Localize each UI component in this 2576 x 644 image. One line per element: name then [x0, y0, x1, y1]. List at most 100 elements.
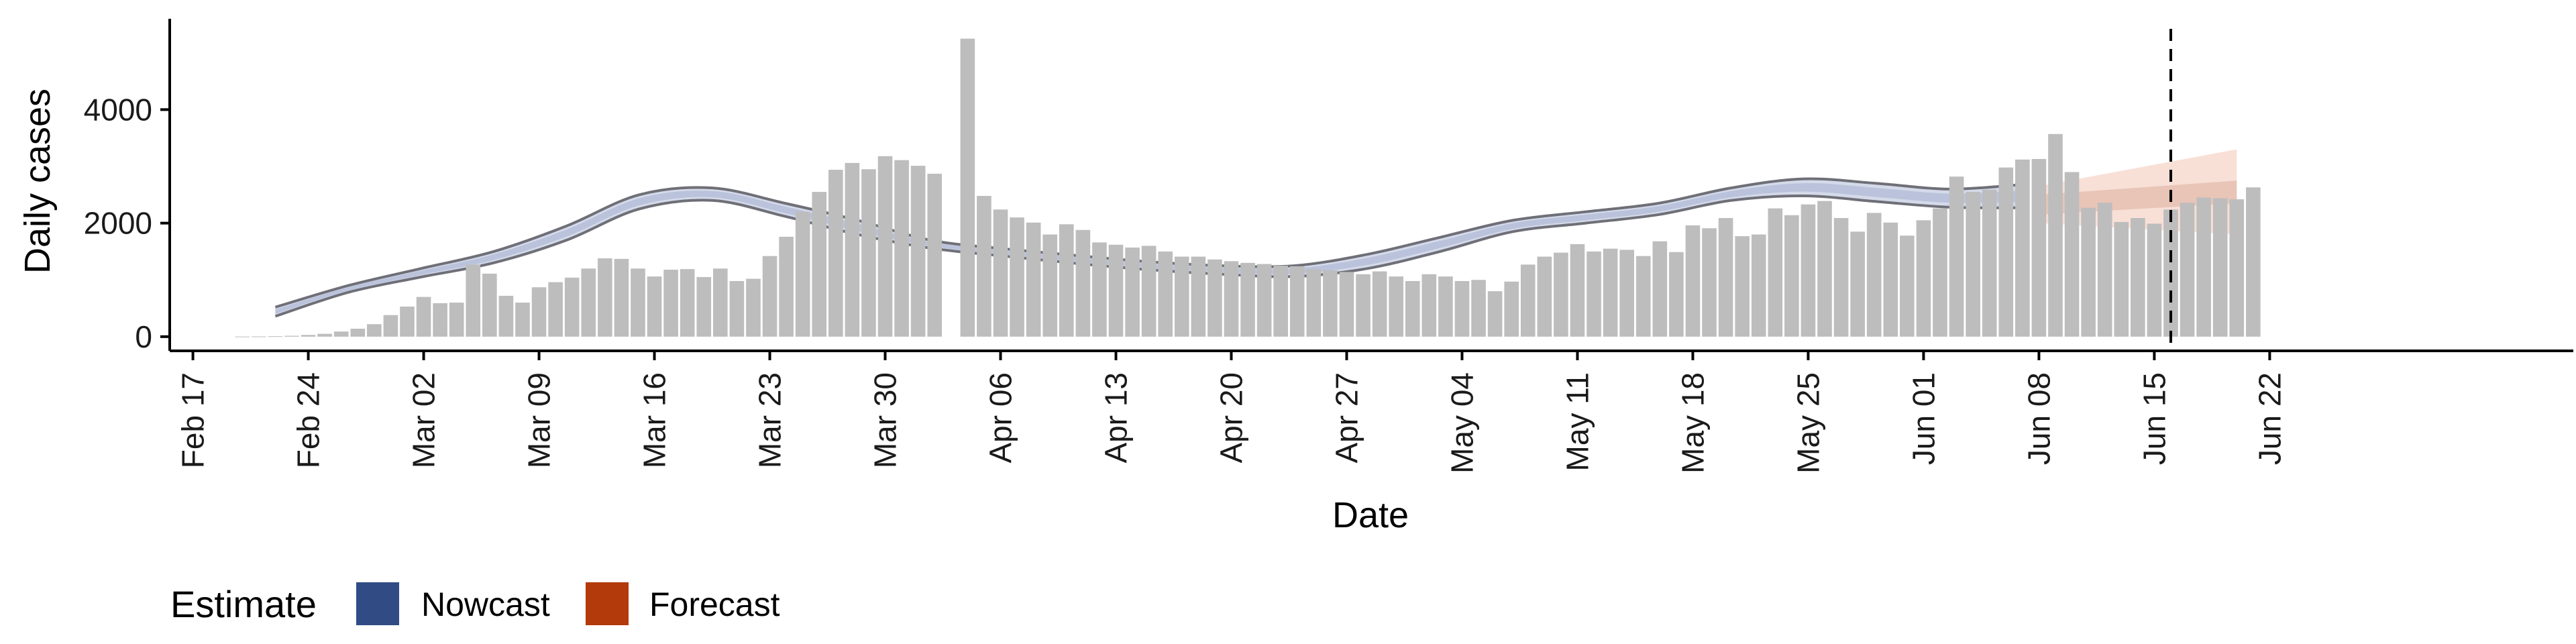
bar	[894, 160, 909, 337]
bar	[1718, 218, 1733, 337]
legend-label-nowcast: Nowcast	[421, 586, 550, 623]
bar	[680, 269, 695, 337]
bar	[877, 156, 893, 337]
bar	[2196, 197, 2211, 337]
bar	[1108, 244, 1124, 337]
bar	[2031, 159, 2047, 337]
bar	[614, 258, 629, 337]
bar	[2147, 223, 2162, 337]
bar	[1389, 276, 1403, 337]
legend-swatch-nowcast	[356, 582, 399, 625]
bar	[1768, 208, 1783, 337]
bar	[861, 169, 876, 337]
x-tick-label: Mar 02	[407, 372, 441, 468]
bar	[1801, 204, 1816, 337]
bar	[449, 303, 464, 337]
x-tick-label: May 11	[1560, 372, 1595, 471]
bar	[1075, 229, 1091, 337]
y-tick-label: 4000	[84, 92, 152, 127]
bar	[1240, 262, 1255, 337]
x-tick-label: Jun 08	[2021, 372, 2056, 465]
x-tick-label: Feb 24	[291, 372, 326, 468]
bar	[317, 333, 332, 337]
bar	[400, 307, 415, 337]
bar	[812, 192, 827, 337]
bar	[2131, 218, 2145, 337]
bar	[1256, 264, 1272, 337]
x-tick-label: Apr 06	[983, 372, 1018, 464]
bar	[1520, 264, 1536, 337]
tick-labels-group: 0 2000 4000 Feb 17 Feb 24 Mar 02 Mar 09 Mar 16 M…	[84, 92, 2288, 473]
bar	[1537, 256, 1552, 337]
bar	[1421, 274, 1437, 337]
x-tick-label: Apr 27	[1329, 372, 1364, 464]
bar	[350, 329, 366, 337]
bar	[2064, 172, 2080, 337]
bar	[1372, 271, 1387, 337]
bar	[383, 315, 398, 337]
bar	[762, 256, 777, 337]
bar	[1092, 242, 1107, 337]
bar	[1784, 215, 1799, 337]
bar	[1933, 208, 1947, 337]
x-tick-label: May 18	[1675, 372, 1710, 474]
bar	[927, 174, 943, 337]
bar	[2081, 207, 2096, 337]
bar	[416, 297, 431, 337]
x-tick-label: Mar 23	[753, 372, 788, 468]
bar	[531, 287, 547, 337]
bar	[1208, 259, 1222, 337]
bar	[1603, 248, 1618, 337]
bar	[1504, 281, 1519, 337]
bar	[1125, 248, 1140, 337]
bar	[2180, 203, 2195, 337]
x-tick-label: Mar 30	[868, 372, 903, 468]
bar	[1042, 234, 1058, 337]
bar	[993, 209, 1008, 337]
bar	[1026, 222, 1041, 337]
x-tick-label: May 25	[1790, 372, 1825, 474]
bar	[1949, 176, 1964, 337]
bar	[1010, 217, 1024, 337]
bar	[1982, 189, 1997, 337]
bar	[564, 277, 580, 337]
bar	[1735, 236, 1750, 337]
bar	[1339, 272, 1354, 337]
bar	[828, 170, 843, 337]
bar	[498, 295, 514, 337]
bar	[960, 38, 975, 337]
y-tick-label: 2000	[84, 206, 152, 241]
x-tick-label: Jun 22	[2252, 372, 2287, 465]
forecast-inner-band	[2039, 180, 2237, 215]
bar	[548, 282, 563, 337]
bar	[1619, 250, 1634, 337]
bar	[779, 236, 794, 337]
bar	[1323, 270, 1338, 337]
bar	[1454, 280, 1470, 337]
bars-group	[235, 38, 2261, 337]
bar	[1702, 228, 1717, 337]
bar	[333, 331, 349, 337]
bar	[301, 335, 316, 337]
bar	[482, 273, 497, 337]
bar	[1405, 280, 1420, 337]
bar	[581, 268, 596, 337]
x-tick-label: Mar 09	[522, 372, 557, 468]
x-tick-label: Apr 20	[1214, 372, 1248, 464]
bar	[795, 211, 810, 337]
bar	[1652, 241, 1668, 337]
bar	[1554, 252, 1568, 337]
bar	[1174, 256, 1189, 337]
bar	[1587, 251, 1601, 337]
bar	[268, 336, 283, 337]
bar	[1191, 256, 1206, 337]
bar	[284, 335, 299, 337]
x-tick-label: Feb 17	[176, 372, 211, 468]
bar	[515, 303, 530, 337]
bar	[712, 268, 728, 337]
bar	[910, 166, 926, 337]
bar	[598, 258, 612, 337]
x-tick-label: Jun 01	[1906, 372, 1941, 465]
bar	[2015, 159, 2030, 337]
bar	[647, 276, 662, 337]
